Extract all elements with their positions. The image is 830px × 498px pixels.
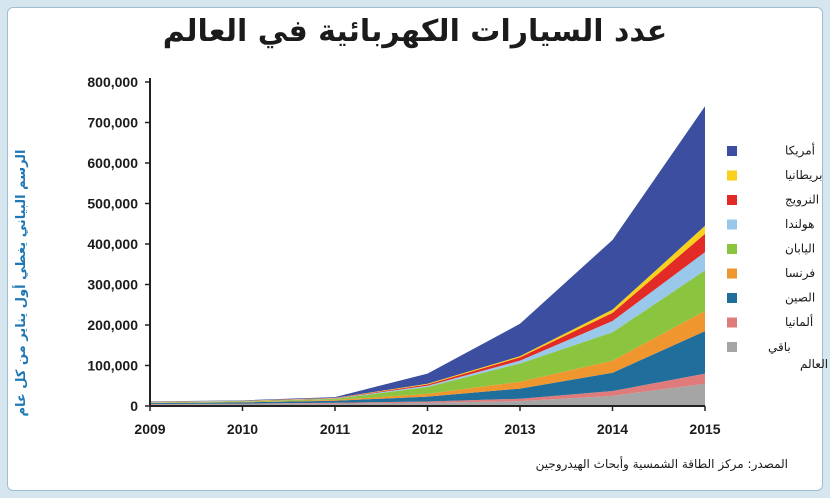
legend-label: هولندا: [785, 217, 814, 232]
source-note: المصدر: مركز الطاقة الشمسية وأبحاث الهيد…: [535, 457, 788, 471]
area-series-8: [150, 106, 705, 402]
y-tick-label: 100,000: [87, 358, 138, 374]
x-tick-label: 2014: [597, 421, 628, 437]
x-tick-label: 2009: [134, 421, 165, 437]
area-series-4: [150, 270, 705, 403]
legend-label: اليابان: [785, 242, 815, 256]
legend-swatch: [727, 342, 737, 352]
y-tick-label: 400,000: [87, 236, 138, 252]
y-tick-label: 500,000: [87, 196, 138, 212]
legend-swatch: [727, 170, 737, 181]
legend-label: فرنسا: [785, 266, 815, 281]
area-layers: [150, 106, 705, 406]
axes: 0 100,000 200,000 300,000 400,000 500,000 600,…: [87, 74, 720, 437]
x-tick-label: 2011: [320, 421, 351, 437]
legend-label: بريطانيا: [785, 168, 822, 183]
legend-swatch: [727, 293, 737, 303]
legend-label: باقيدول العالم: [768, 340, 830, 372]
x-tick-label: 2010: [227, 421, 258, 437]
area-series-0: [150, 383, 705, 406]
legend-swatch: [727, 195, 737, 205]
legend-label: النرويج: [785, 193, 819, 208]
x-tick-label: 2015: [689, 421, 720, 437]
x-tick-label: 2012: [412, 421, 443, 437]
y-tick-label: 700,000: [87, 115, 138, 131]
area-series-3: [150, 310, 705, 404]
y-tick-label: 300,000: [87, 277, 138, 293]
chart-title: عدد السيارات الكهربائية في العالم: [162, 14, 668, 49]
area-series-1: [150, 373, 705, 405]
y-tick-label: 600,000: [87, 155, 138, 171]
y-tick-label: 800,000: [87, 74, 138, 90]
legend-swatch: [727, 317, 737, 328]
legend-swatch: [727, 244, 737, 254]
legend-label: أمريكا: [785, 143, 815, 159]
y-tick-label: 200,000: [87, 317, 138, 333]
legend-swatch: [727, 268, 737, 279]
legend: أمريكا بريطانيا النرويج هولندا اليابان فرنسا ا…: [727, 143, 830, 372]
area-series-2: [150, 331, 705, 404]
y-tick-label: 0: [130, 398, 138, 414]
legend-label: الصين: [785, 291, 815, 306]
legend-swatch: [727, 146, 737, 156]
legend-swatch: [727, 219, 737, 230]
x-tick-label: 2013: [504, 421, 535, 437]
legend-label: ألمانيا: [785, 314, 813, 329]
